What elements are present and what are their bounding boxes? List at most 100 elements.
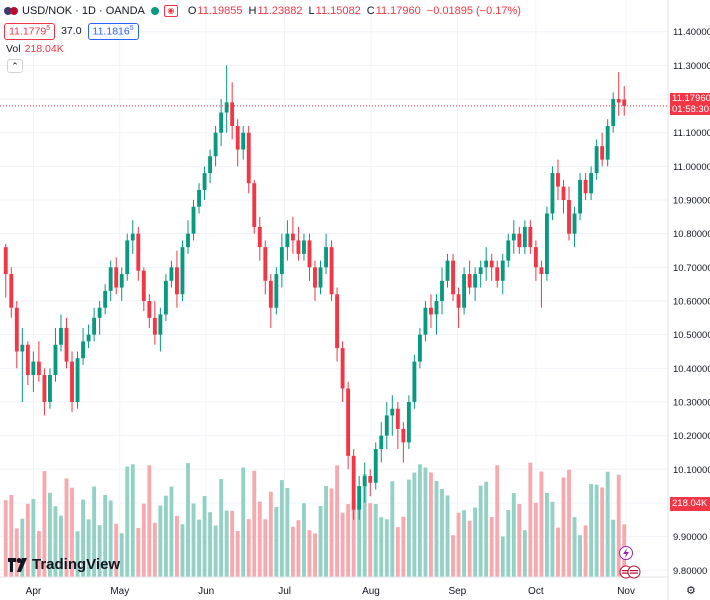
y-tick-label: 11.30000 [673, 61, 710, 72]
candle-body [285, 233, 290, 248]
y-tick-label: 9.80000 [673, 566, 707, 577]
volume-bar [64, 478, 69, 577]
candle-body [340, 348, 345, 389]
candle-body [556, 173, 560, 187]
candle-body [169, 267, 174, 281]
volume-bar [539, 471, 544, 577]
volume-bar [390, 481, 395, 577]
volume-bar [141, 503, 146, 577]
y-tick-label: 10.60000 [673, 297, 710, 308]
volume-bar [556, 527, 560, 577]
symbol-title[interactable]: USD/NOK · 1D · OANDA [22, 5, 145, 17]
y-tick-label: 9.90000 [673, 532, 707, 543]
candle-body [296, 240, 301, 254]
flag-icon [4, 7, 18, 15]
volume-bar [152, 522, 157, 577]
volume-bar [373, 504, 378, 577]
candle-body [517, 233, 522, 248]
tradingview-logo-icon [8, 557, 27, 572]
volume-bar [213, 525, 218, 577]
candle-body [390, 408, 395, 416]
candle-body [235, 125, 240, 150]
volume-bar [417, 464, 422, 577]
volume-bar [578, 535, 582, 577]
volume-bar [478, 485, 483, 577]
volume-bar [36, 531, 41, 577]
events-flag-icon[interactable] [619, 565, 641, 579]
lightning-icon[interactable] [619, 546, 633, 560]
candle-body [3, 247, 8, 275]
candle-body [473, 274, 478, 288]
open-value: 11.19855 [197, 5, 243, 17]
x-tick-label: Apr [26, 586, 42, 597]
candle-body [544, 213, 549, 275]
volume-bar [368, 503, 373, 577]
candle-body [268, 280, 273, 308]
candle-body [219, 112, 224, 133]
volume-bar [423, 467, 428, 577]
volume-bar [589, 483, 594, 577]
x-tick-label: Sep [448, 586, 466, 597]
candle-body [36, 361, 41, 376]
candle-body [92, 317, 97, 335]
candle-body [125, 240, 130, 275]
candle-body [86, 334, 91, 342]
candle-body [163, 280, 168, 315]
close-value: 11.17960 [375, 5, 421, 17]
eye-icon[interactable]: ◉ [163, 5, 178, 17]
volume-bar [136, 527, 141, 577]
candle-body [213, 132, 218, 157]
volume-bar [147, 465, 152, 577]
volume-value: 218.04K [24, 43, 64, 55]
high-label: H [248, 5, 257, 17]
y-tick-label: 10.40000 [673, 364, 710, 375]
tradingview-logo[interactable]: TradingView [8, 556, 120, 573]
y-tick-label: 11.40000 [673, 27, 710, 38]
candle-body [241, 132, 246, 150]
candle-body [401, 428, 406, 443]
candle-body [335, 294, 340, 349]
candle-body [208, 156, 213, 174]
ask-price-button[interactable]: 11.18165 [87, 23, 139, 40]
volume-bar [495, 465, 500, 577]
volume-label: Vol [6, 43, 21, 55]
settings-gear-icon[interactable]: ⚙ [686, 585, 696, 597]
volume-bar [522, 530, 527, 577]
volume-bar [567, 469, 571, 577]
candle-body [279, 247, 284, 275]
x-tick-label: May [110, 586, 129, 597]
x-tick-label: Oct [528, 586, 544, 597]
volume-bar [230, 510, 235, 577]
bid-price-button[interactable]: 11.17795 [4, 23, 56, 40]
time-axis[interactable]: Apr May Jun Jul Aug Sep Oct Nov [0, 576, 668, 597]
volume-bar [384, 519, 389, 577]
volume-bar [108, 500, 113, 577]
volume-bar [241, 467, 246, 577]
x-tick-label: Aug [362, 586, 380, 597]
volume-bar [544, 492, 549, 577]
candle-body [257, 226, 262, 248]
candle-body [484, 260, 489, 268]
candle-body [478, 267, 483, 275]
candle-body [561, 186, 566, 201]
candle-body [9, 274, 14, 308]
candle-body [467, 274, 472, 288]
volume-bar [114, 523, 119, 577]
volume-bar [3, 500, 8, 577]
volume-bar [279, 480, 284, 577]
candle-body [48, 375, 52, 402]
candle-body [290, 233, 295, 241]
volume-bar [362, 474, 367, 577]
collapse-legend-button[interactable]: ⌃ [7, 59, 23, 73]
volume-tag: 218.04K [670, 497, 710, 511]
candle-body [373, 449, 378, 483]
volume-bar [186, 463, 190, 577]
volume-bar [175, 515, 179, 577]
volume-bar [401, 516, 406, 577]
change-value: −0.01895 (−0.17%) [426, 5, 521, 17]
candle-body [114, 267, 119, 288]
candle-body [622, 99, 627, 106]
candle-body [417, 334, 422, 362]
volume-bar [517, 503, 522, 577]
